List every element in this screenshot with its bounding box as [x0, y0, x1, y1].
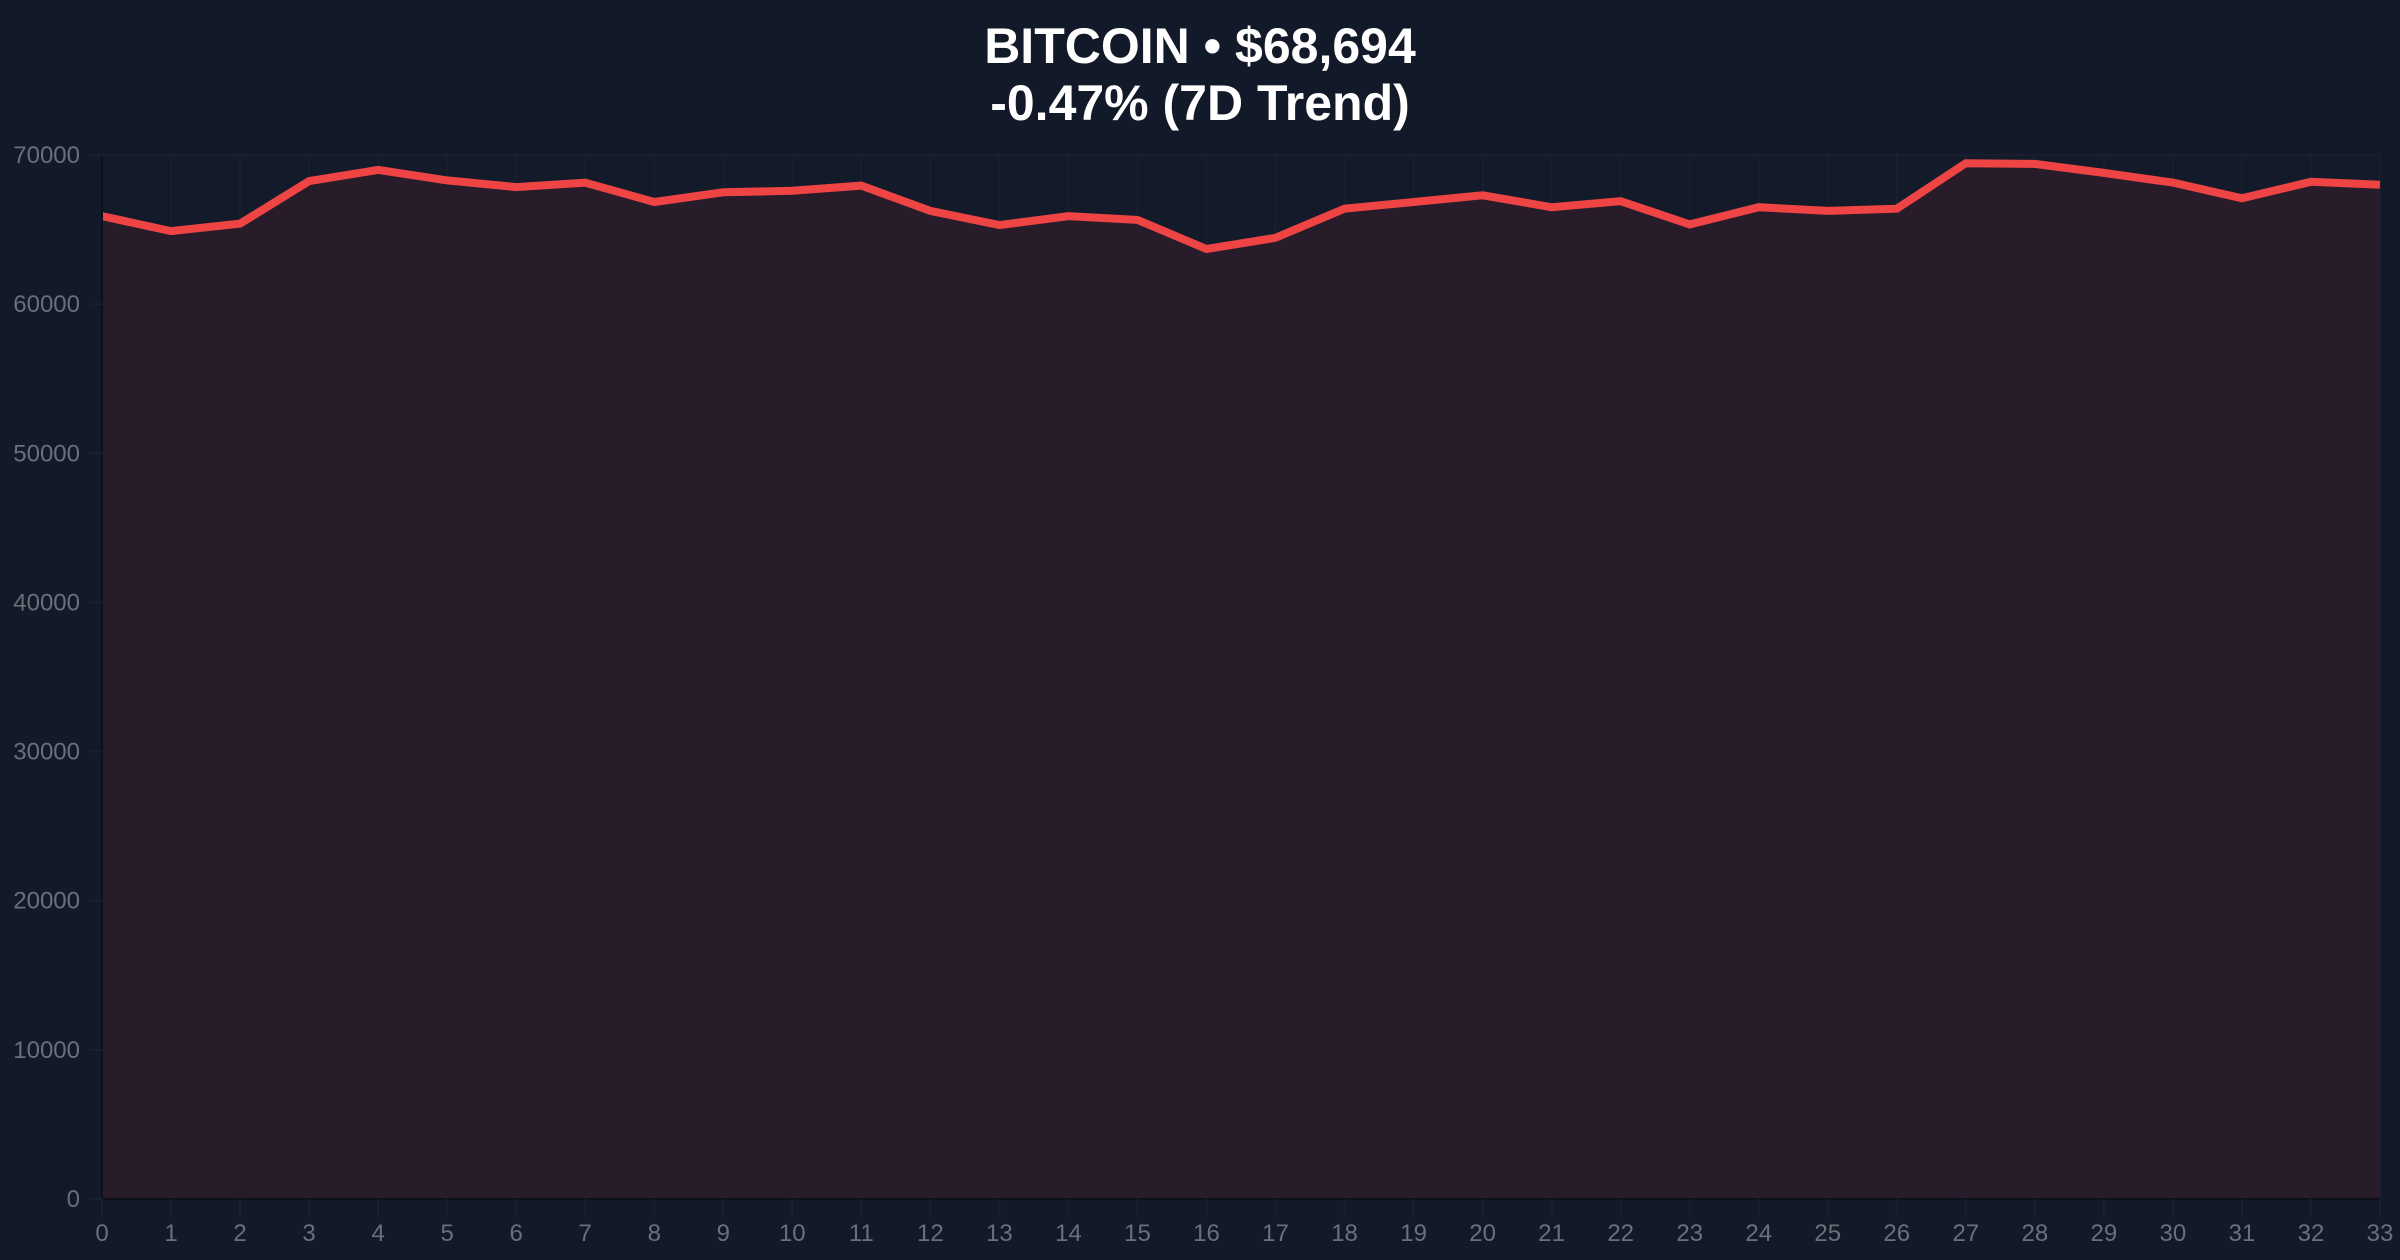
y-tick-label: 30000 — [13, 739, 80, 766]
x-tick-label: 12 — [917, 1220, 944, 1247]
x-tick-label: 10 — [779, 1220, 806, 1247]
y-axis: 0 10000 20000 30000 40000 50000 60000 70000 — [13, 142, 103, 1213]
x-tick-label: 26 — [1883, 1220, 1910, 1247]
y-tick-label: 0 — [67, 1186, 80, 1213]
x-tick-label: 0 — [95, 1220, 108, 1247]
y-tick-label: 20000 — [13, 888, 80, 915]
x-tick-label: 13 — [986, 1220, 1013, 1247]
x-tick-label: 30 — [2160, 1220, 2187, 1247]
x-tick-label: 9 — [717, 1220, 730, 1247]
x-tick-label: 3 — [302, 1220, 315, 1247]
x-tick-label: 6 — [510, 1220, 523, 1247]
x-tick-label: 20 — [1469, 1220, 1496, 1247]
x-tick-label: 2 — [233, 1220, 246, 1247]
x-tick-label: 15 — [1124, 1220, 1151, 1247]
y-tick-label: 50000 — [13, 440, 80, 467]
x-tick-label: 16 — [1193, 1220, 1220, 1247]
x-tick-label: 5 — [440, 1220, 453, 1247]
x-tick-label: 8 — [648, 1220, 661, 1247]
x-tick-label: 28 — [2021, 1220, 2048, 1247]
x-tick-label: 7 — [579, 1220, 592, 1247]
x-tick-label: 33 — [2367, 1220, 2394, 1247]
x-tick-label: 21 — [1538, 1220, 1565, 1247]
y-tick-label: 60000 — [13, 291, 80, 318]
x-tick-label: 25 — [1814, 1220, 1841, 1247]
x-tick-label: 32 — [2298, 1220, 2325, 1247]
x-tick-label: 17 — [1262, 1220, 1289, 1247]
x-tick-label: 23 — [1676, 1220, 1703, 1247]
x-tick-label: 18 — [1331, 1220, 1358, 1247]
x-tick-label: 14 — [1055, 1220, 1082, 1247]
x-tick-label: 22 — [1607, 1220, 1634, 1247]
y-tick-label: 70000 — [13, 142, 80, 169]
x-tick-label: 24 — [1745, 1220, 1772, 1247]
x-tick-label: 29 — [2091, 1220, 2118, 1247]
x-axis: 0 1 2 3 4 5 6 7 8 9 10 11 12 13 14 15 16 17 18 19 20 21 22 23 24… — [95, 1198, 2394, 1247]
x-tick-label: 31 — [2229, 1220, 2256, 1247]
y-tick-label: 10000 — [13, 1037, 80, 1064]
title-line-price: BITCOIN • $68,694 — [984, 18, 1416, 74]
x-tick-label: 27 — [1952, 1220, 1979, 1247]
title-line-trend: -0.47% (7D Trend) — [990, 75, 1410, 131]
x-tick-label: 11 — [849, 1220, 874, 1247]
x-tick-label: 19 — [1400, 1220, 1427, 1247]
x-tick-label: 4 — [371, 1220, 384, 1247]
x-tick-label: 1 — [164, 1220, 177, 1247]
y-tick-label: 40000 — [13, 589, 80, 616]
price-area-fill — [102, 163, 2380, 1200]
chart-title: BITCOIN • $68,694 -0.47% (7D Trend) — [0, 18, 2400, 132]
price-line — [101, 159, 2381, 254]
